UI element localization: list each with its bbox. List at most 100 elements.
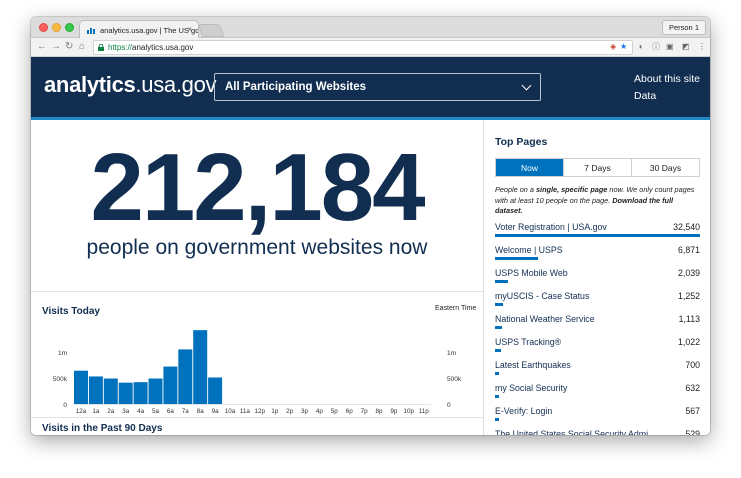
top-page-title[interactable]: myUSCIS - Case Status	[495, 291, 590, 301]
x-tick-label: 9a	[212, 408, 220, 415]
x-tick-label: 6p	[346, 408, 354, 415]
top-pages-list: Voter Registration | USA.gov 32,540 Welcom…	[495, 222, 700, 435]
visits-today-title: Visits Today	[42, 306, 100, 317]
menu-dots-icon[interactable]: ⋮	[698, 42, 706, 51]
tab-30-days[interactable]: 30 Days	[632, 159, 699, 176]
top-page-bar-track	[495, 303, 700, 306]
top-page-bar	[495, 280, 508, 283]
bar-8a	[193, 330, 208, 404]
top-page-item[interactable]: E-Verify: Login 567	[495, 406, 700, 429]
top-page-bar	[495, 303, 503, 306]
bar-4a	[133, 382, 148, 404]
site-header: analytics.usa.gov All Participating Webs…	[31, 57, 710, 117]
x-tick-label: 8p	[375, 408, 383, 415]
x-tick-label: 10a	[225, 408, 236, 415]
tab-now[interactable]: Now	[496, 159, 564, 176]
top-page-bar	[495, 234, 700, 237]
top-page-title[interactable]: USPS Mobile Web	[495, 268, 568, 278]
y-tick-label: 500k	[447, 376, 462, 383]
top-page-item[interactable]: National Weather Service 1,113	[495, 314, 700, 337]
download-dataset-link[interactable]: Download the full dataset.	[495, 195, 674, 216]
top-page-title[interactable]: Latest Earthquakes	[495, 360, 571, 370]
top-page-bar	[495, 395, 499, 398]
realtime-caption: people on government websites now	[86, 236, 428, 259]
bar-7a	[178, 349, 193, 404]
top-pages-description: People on a single, specific page now. W…	[495, 185, 700, 217]
x-tick-label: 3p	[301, 408, 309, 415]
top-page-bar-track	[495, 257, 700, 260]
y-tick-label: 1m	[447, 350, 456, 357]
camera-icon[interactable]: ▣	[666, 42, 674, 51]
chevron-down-icon	[521, 80, 532, 91]
top-page-title[interactable]: Voter Registration | USA.gov	[495, 222, 607, 232]
pocket-icon[interactable]: ◖	[638, 42, 643, 51]
top-page-count: 6,871	[677, 245, 700, 255]
x-tick-label: 5a	[152, 408, 160, 415]
top-page-count: 2,039	[677, 268, 700, 278]
top-page-title[interactable]: my Social Security	[495, 383, 568, 393]
top-page-title[interactable]: The United States Social Security Admi	[495, 429, 649, 435]
new-tab-button[interactable]	[197, 24, 225, 37]
profile-button[interactable]: Person 1	[661, 20, 706, 35]
browser-tab[interactable]: analytics.usa.gov | The US go ×	[79, 20, 199, 39]
x-tick-label: 1p	[271, 408, 279, 415]
top-page-count: 529	[685, 429, 700, 435]
reload-icon[interactable]: ↻	[65, 41, 74, 52]
forward-icon[interactable]: →	[51, 41, 61, 52]
top-page-item[interactable]: Voter Registration | USA.gov 32,540	[495, 222, 700, 245]
bar-3a	[118, 382, 133, 404]
x-tick-label: 3a	[122, 408, 130, 415]
top-page-item[interactable]: Welcome | USPS 6,871	[495, 245, 700, 268]
data-link[interactable]: Data	[634, 90, 657, 102]
visits-today-chart: 0 0 500k 500k 1m 1m 12a 1a 2a 3a 4a 5a 6a 7a 8a 9a 10a 11…	[53, 330, 462, 415]
top-page-count: 700	[685, 360, 700, 370]
minimize-window-button[interactable]	[52, 23, 61, 32]
star-icon[interactable]: ★	[620, 42, 628, 51]
top-page-item[interactable]: USPS Tracking® 1,022	[495, 337, 700, 360]
lock-icon	[98, 44, 104, 51]
top-page-title[interactable]: USPS Tracking®	[495, 337, 562, 347]
header-accent-bar	[31, 117, 710, 120]
about-link[interactable]: About this site	[634, 73, 700, 85]
top-page-bar-track	[495, 372, 700, 375]
desc-bold: single, specific page	[535, 185, 608, 194]
tab-7-days[interactable]: 7 Days	[564, 159, 632, 176]
close-window-button[interactable]	[39, 23, 48, 32]
top-page-bar-track	[495, 395, 700, 398]
tab-close-icon[interactable]: ×	[187, 25, 192, 34]
desc-middle: now. We only count pages with at least 1…	[495, 185, 695, 205]
top-page-bar	[495, 257, 538, 260]
back-icon[interactable]: ←	[37, 41, 47, 52]
url-host: analytics.usa.gov	[132, 43, 194, 52]
top-page-bar-track	[495, 349, 700, 352]
bar-9a	[208, 377, 223, 404]
top-page-item[interactable]: Latest Earthquakes 700	[495, 360, 700, 383]
page-content: analytics.usa.gov All Participating Webs…	[31, 57, 710, 435]
puzzle-icon[interactable]: ◩	[682, 42, 690, 51]
period-tabs: Now 7 Days 30 Days	[495, 158, 700, 177]
x-tick-label: 7a	[182, 408, 190, 415]
home-icon[interactable]: ⌂	[79, 41, 86, 52]
browser-toolbar: ← → ↻ ⌂ https://analytics.usa.gov ◈ ★ ◖ …	[31, 38, 710, 57]
logo-bold: analytics	[44, 72, 136, 97]
shield-icon[interactable]: ◈	[610, 42, 617, 51]
top-page-item[interactable]: myUSCIS - Case Status 1,252	[495, 291, 700, 314]
x-tick-label: 1a	[92, 408, 100, 415]
section-divider	[31, 417, 483, 418]
site-logo[interactable]: analytics.usa.gov	[44, 72, 217, 98]
top-page-title[interactable]: Welcome | USPS	[495, 245, 563, 255]
top-page-title[interactable]: National Weather Service	[495, 314, 595, 324]
desc-prefix: People on a	[495, 185, 536, 194]
maximize-window-button[interactable]	[65, 23, 74, 32]
top-page-item[interactable]: The United States Social Security Admi 52…	[495, 429, 700, 435]
x-tick-label: 11p	[419, 408, 430, 415]
info-icon[interactable]: ⓘ	[652, 42, 660, 51]
bar-2a	[103, 378, 118, 404]
top-page-item[interactable]: my Social Security 632	[495, 383, 700, 406]
top-page-title[interactable]: E-Verify: Login	[495, 406, 553, 416]
site-selector[interactable]: All Participating Websites	[214, 73, 541, 101]
top-page-bar-track	[495, 234, 700, 237]
top-page-bar	[495, 326, 502, 329]
address-bar[interactable]: https://analytics.usa.gov	[93, 40, 633, 55]
top-page-item[interactable]: USPS Mobile Web 2,039	[495, 268, 700, 291]
